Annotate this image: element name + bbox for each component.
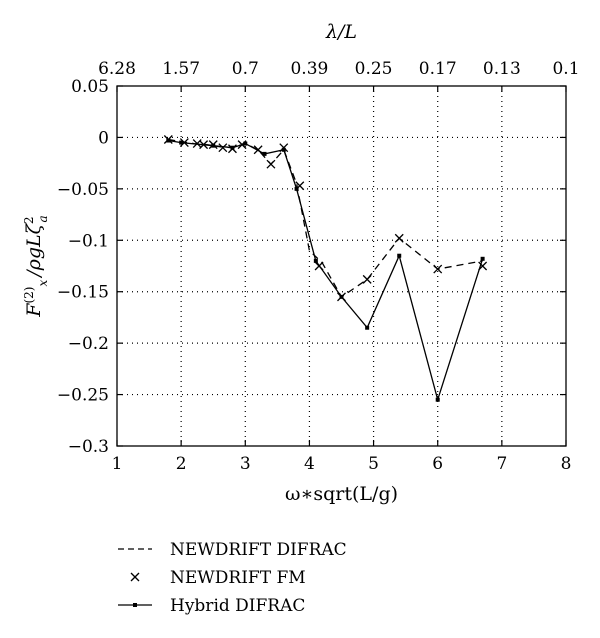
series-0 xyxy=(168,138,483,298)
legend-swatch-hybrid-difrac-marker xyxy=(133,603,137,607)
y-axis-title-main: F xyxy=(23,303,45,318)
y-axis-title: F(2)x/ρgLζ2a xyxy=(22,215,50,317)
legend-label-hybrid-difrac: Hybrid DIFRAC xyxy=(170,596,305,616)
y-axis-title-mid: /ρgLζ xyxy=(23,222,45,278)
x-tick-label: 3 xyxy=(240,454,251,474)
x-tick-label: 8 xyxy=(561,454,572,474)
data-point-hybrid-difrac xyxy=(281,147,286,152)
legend-label-newdrift-difrac: NEWDRIFT DIFRAC xyxy=(170,540,347,560)
grid xyxy=(117,86,566,446)
y-tick-label: −0.15 xyxy=(57,283,109,303)
plot-frame xyxy=(116,85,567,447)
top-tick-label: 0.25 xyxy=(355,59,393,79)
top-tick-label: 0.17 xyxy=(419,59,457,79)
data-point-newdrift-fm xyxy=(433,264,443,274)
legend-label-newdrift-fm: NEWDRIFT FM xyxy=(170,568,306,588)
y-tick-label: −0.25 xyxy=(57,386,109,406)
x-tick-label: 7 xyxy=(496,454,507,474)
data-point-hybrid-difrac xyxy=(435,397,440,402)
data-point-newdrift-fm xyxy=(362,274,372,284)
data-point-hybrid-difrac xyxy=(294,186,299,191)
data-point-hybrid-difrac xyxy=(339,294,344,299)
data-point-newdrift-fm xyxy=(218,143,228,153)
y-tick-label: −0.2 xyxy=(68,334,109,354)
x-axis-title: ω∗sqrt(L/g) xyxy=(285,483,398,505)
data-point-hybrid-difrac xyxy=(397,253,402,258)
top-axis-title: λ/L xyxy=(325,21,357,43)
data-point-hybrid-difrac xyxy=(480,256,485,261)
top-tick-label: 0.39 xyxy=(290,59,328,79)
y-tick-label: −0.3 xyxy=(68,437,109,457)
top-tick-label: 6.28 xyxy=(98,59,136,79)
y-tick-label: −0.1 xyxy=(68,231,109,251)
data-point-hybrid-difrac xyxy=(166,138,171,143)
data-point-newdrift-fm xyxy=(394,233,404,243)
data-point-hybrid-difrac xyxy=(179,140,184,145)
data-point-hybrid-difrac xyxy=(230,145,235,150)
series-line-newdrift-difrac xyxy=(168,138,483,298)
top-tick-label: 1.57 xyxy=(162,59,200,79)
y-tick-label: 0 xyxy=(98,128,109,148)
top-tick-label: 0.1 xyxy=(552,59,579,79)
top-tick-label: 0.7 xyxy=(232,59,259,79)
data-point-hybrid-difrac xyxy=(365,325,370,330)
data-point-hybrid-difrac xyxy=(211,143,216,148)
y-tick-label: 0.05 xyxy=(71,77,109,97)
x-tick-label: 4 xyxy=(304,454,315,474)
y-axis-title-sup2: 2 xyxy=(22,216,36,224)
axis-ticks: 1 2 3 4 5 6 7 8 6.28 1.57 0.7 0.39 0.25 0.17 0.13 0.1 0.… xyxy=(57,59,580,474)
y-axis-title-sub2: a xyxy=(36,215,50,222)
data-point-hybrid-difrac xyxy=(262,151,267,156)
data-point-newdrift-fm xyxy=(266,159,276,169)
legend: NEWDRIFT DIFRAC NEWDRIFT FM Hybrid DIFRA… xyxy=(118,540,347,616)
x-tick-label: 2 xyxy=(176,454,187,474)
data-point-hybrid-difrac xyxy=(243,141,248,146)
y-axis-title-sub: x xyxy=(36,280,50,287)
x-tick-label: 5 xyxy=(368,454,379,474)
top-tick-label: 0.13 xyxy=(483,59,521,79)
legend-swatch-newdrift-fm xyxy=(130,572,140,582)
y-axis-title-sup: (2) xyxy=(22,287,36,304)
series xyxy=(163,135,488,403)
x-tick-label: 1 xyxy=(112,454,123,474)
data-point-hybrid-difrac xyxy=(313,258,318,263)
series-line-hybrid-difrac xyxy=(168,139,484,403)
y-tick-label: −0.05 xyxy=(57,180,109,200)
series-2 xyxy=(166,138,485,403)
x-tick-label: 6 xyxy=(432,454,443,474)
